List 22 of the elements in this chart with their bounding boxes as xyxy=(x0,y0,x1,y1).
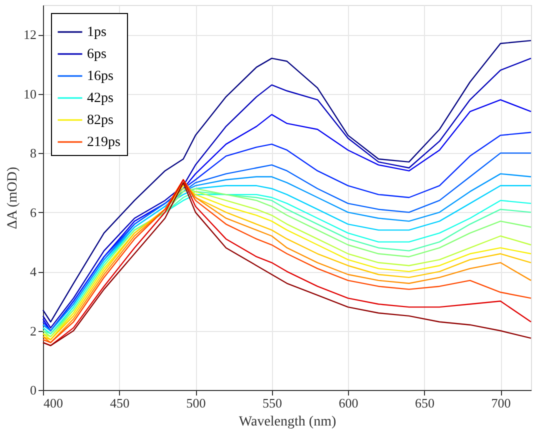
legend-label: 82ps xyxy=(87,113,114,128)
y-axis-title: ΔA (mOD) xyxy=(6,166,20,230)
x-tick-label: 400 xyxy=(44,396,63,410)
y-tick-label: 2 xyxy=(30,323,36,338)
y-tick-label: 8 xyxy=(30,146,36,161)
x-tick-label: 650 xyxy=(415,396,434,410)
legend-label: 1ps xyxy=(87,25,106,40)
x-tick-label: 700 xyxy=(491,396,511,410)
y-tick-label: 10 xyxy=(24,86,36,102)
y-tick-label: 0 xyxy=(30,382,36,398)
y-tick-label: 6 xyxy=(30,204,37,220)
x-tick-label: 600 xyxy=(338,396,358,410)
y-tick-label: 4 xyxy=(30,264,37,280)
y-tick-label: 12 xyxy=(24,27,36,42)
x-axis-title: Wavelength (nm) xyxy=(238,414,336,430)
x-tick-label: 450 xyxy=(110,396,130,410)
legend-label: 219ps xyxy=(87,135,120,150)
legend-label: 42ps xyxy=(87,91,114,106)
legend-label: 6ps xyxy=(87,47,106,62)
legend-label: 16ps xyxy=(87,69,114,84)
x-tick-label: 550 xyxy=(262,396,282,410)
x-tick-label: 500 xyxy=(186,396,206,410)
